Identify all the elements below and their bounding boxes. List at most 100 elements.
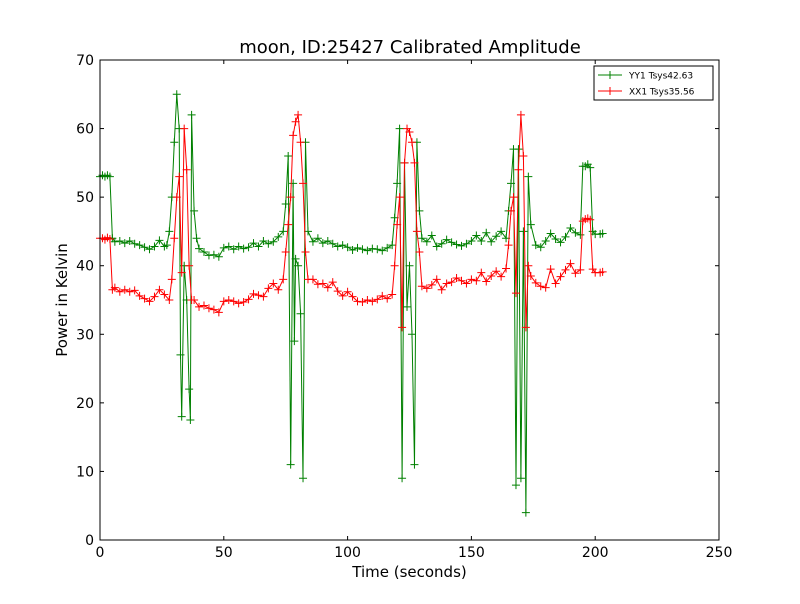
data-point bbox=[323, 237, 332, 246]
data-point bbox=[115, 287, 124, 296]
y-axis-label: Power in Kelvin bbox=[53, 243, 71, 357]
data-point bbox=[249, 239, 258, 248]
data-point bbox=[405, 261, 414, 270]
data-point bbox=[556, 238, 565, 247]
data-point bbox=[415, 206, 424, 215]
data-point bbox=[497, 272, 506, 281]
data-point bbox=[290, 337, 299, 346]
data-point bbox=[358, 298, 367, 307]
data-point bbox=[264, 239, 273, 248]
plot-frame bbox=[99, 59, 720, 541]
data-point bbox=[521, 508, 530, 517]
data-point bbox=[422, 284, 431, 293]
data-point bbox=[165, 227, 174, 236]
data-point bbox=[281, 248, 290, 256]
data-point bbox=[239, 298, 248, 307]
x-tick-label: 50 bbox=[215, 545, 233, 561]
data-point bbox=[516, 474, 525, 483]
data-point bbox=[185, 261, 194, 270]
data-point bbox=[274, 285, 283, 294]
data-point bbox=[393, 220, 402, 229]
data-point bbox=[294, 261, 303, 270]
x-tick-label: 250 bbox=[706, 545, 733, 561]
data-point bbox=[507, 206, 516, 215]
data-point bbox=[598, 267, 607, 276]
data-point bbox=[110, 283, 119, 292]
data-point bbox=[130, 286, 139, 295]
data-point bbox=[407, 330, 416, 339]
data-point bbox=[477, 268, 486, 277]
data-point bbox=[224, 242, 233, 251]
data-point bbox=[457, 241, 466, 250]
data-point bbox=[199, 248, 208, 256]
data-point bbox=[546, 229, 555, 238]
data-point bbox=[286, 193, 295, 202]
data-point bbox=[383, 243, 392, 252]
data-point bbox=[313, 234, 322, 243]
data-point bbox=[412, 227, 421, 236]
data-point bbox=[571, 228, 580, 237]
data-point bbox=[403, 302, 412, 311]
data-point bbox=[497, 227, 506, 236]
data-point bbox=[541, 237, 550, 246]
data-point bbox=[462, 239, 471, 248]
axis-ticks: 0 50 100 150 200 250 0 10 20 30 40 50 60 70 bbox=[76, 53, 732, 561]
data-point bbox=[214, 308, 223, 317]
data-point bbox=[120, 285, 129, 294]
data-point bbox=[410, 460, 419, 469]
data-point bbox=[165, 296, 174, 304]
data-point bbox=[457, 276, 466, 285]
data-point bbox=[105, 234, 114, 243]
data-point bbox=[244, 243, 253, 252]
data-point bbox=[105, 172, 114, 181]
data-point bbox=[110, 237, 119, 246]
data-point bbox=[519, 152, 528, 160]
data-point bbox=[333, 242, 342, 251]
data-point bbox=[442, 279, 451, 288]
data-point bbox=[249, 289, 258, 298]
data-point bbox=[390, 261, 399, 270]
data-point bbox=[531, 241, 540, 250]
data-point bbox=[190, 296, 199, 304]
data-point bbox=[400, 158, 409, 167]
data-point bbox=[452, 274, 461, 283]
data-point bbox=[432, 242, 441, 251]
data-point bbox=[291, 254, 300, 263]
plot-area bbox=[96, 90, 607, 517]
data-point bbox=[279, 227, 288, 236]
data-point bbox=[373, 245, 382, 254]
data-point bbox=[254, 291, 263, 300]
data-point bbox=[410, 158, 419, 167]
data-point bbox=[167, 275, 176, 284]
legend-swatch-marker bbox=[606, 87, 614, 95]
data-point bbox=[204, 251, 213, 260]
data-point bbox=[472, 276, 481, 285]
data-point bbox=[482, 228, 491, 237]
data-point bbox=[487, 237, 496, 246]
data-point bbox=[566, 259, 575, 268]
data-point bbox=[502, 264, 511, 273]
data-point bbox=[264, 284, 273, 293]
data-point bbox=[432, 275, 441, 284]
y-tick-label: 10 bbox=[76, 464, 94, 480]
legend-swatch-marker bbox=[606, 71, 614, 79]
data-point bbox=[172, 193, 181, 202]
x-tick-label: 150 bbox=[458, 545, 485, 561]
data-point bbox=[301, 248, 310, 256]
series-2 bbox=[96, 110, 607, 332]
data-point bbox=[353, 243, 362, 252]
data-point bbox=[234, 242, 243, 251]
y-tick-label: 30 bbox=[76, 327, 94, 343]
data-point bbox=[363, 246, 372, 255]
data-point bbox=[308, 275, 317, 284]
data-point bbox=[551, 279, 560, 288]
data-point bbox=[368, 297, 377, 306]
data-point bbox=[551, 234, 560, 243]
data-point bbox=[405, 128, 414, 136]
data-point bbox=[328, 239, 337, 248]
x-tick-label: 200 bbox=[582, 545, 609, 561]
data-point bbox=[145, 245, 154, 254]
data-point bbox=[333, 287, 342, 296]
data-point bbox=[388, 241, 397, 250]
data-point bbox=[437, 239, 446, 248]
